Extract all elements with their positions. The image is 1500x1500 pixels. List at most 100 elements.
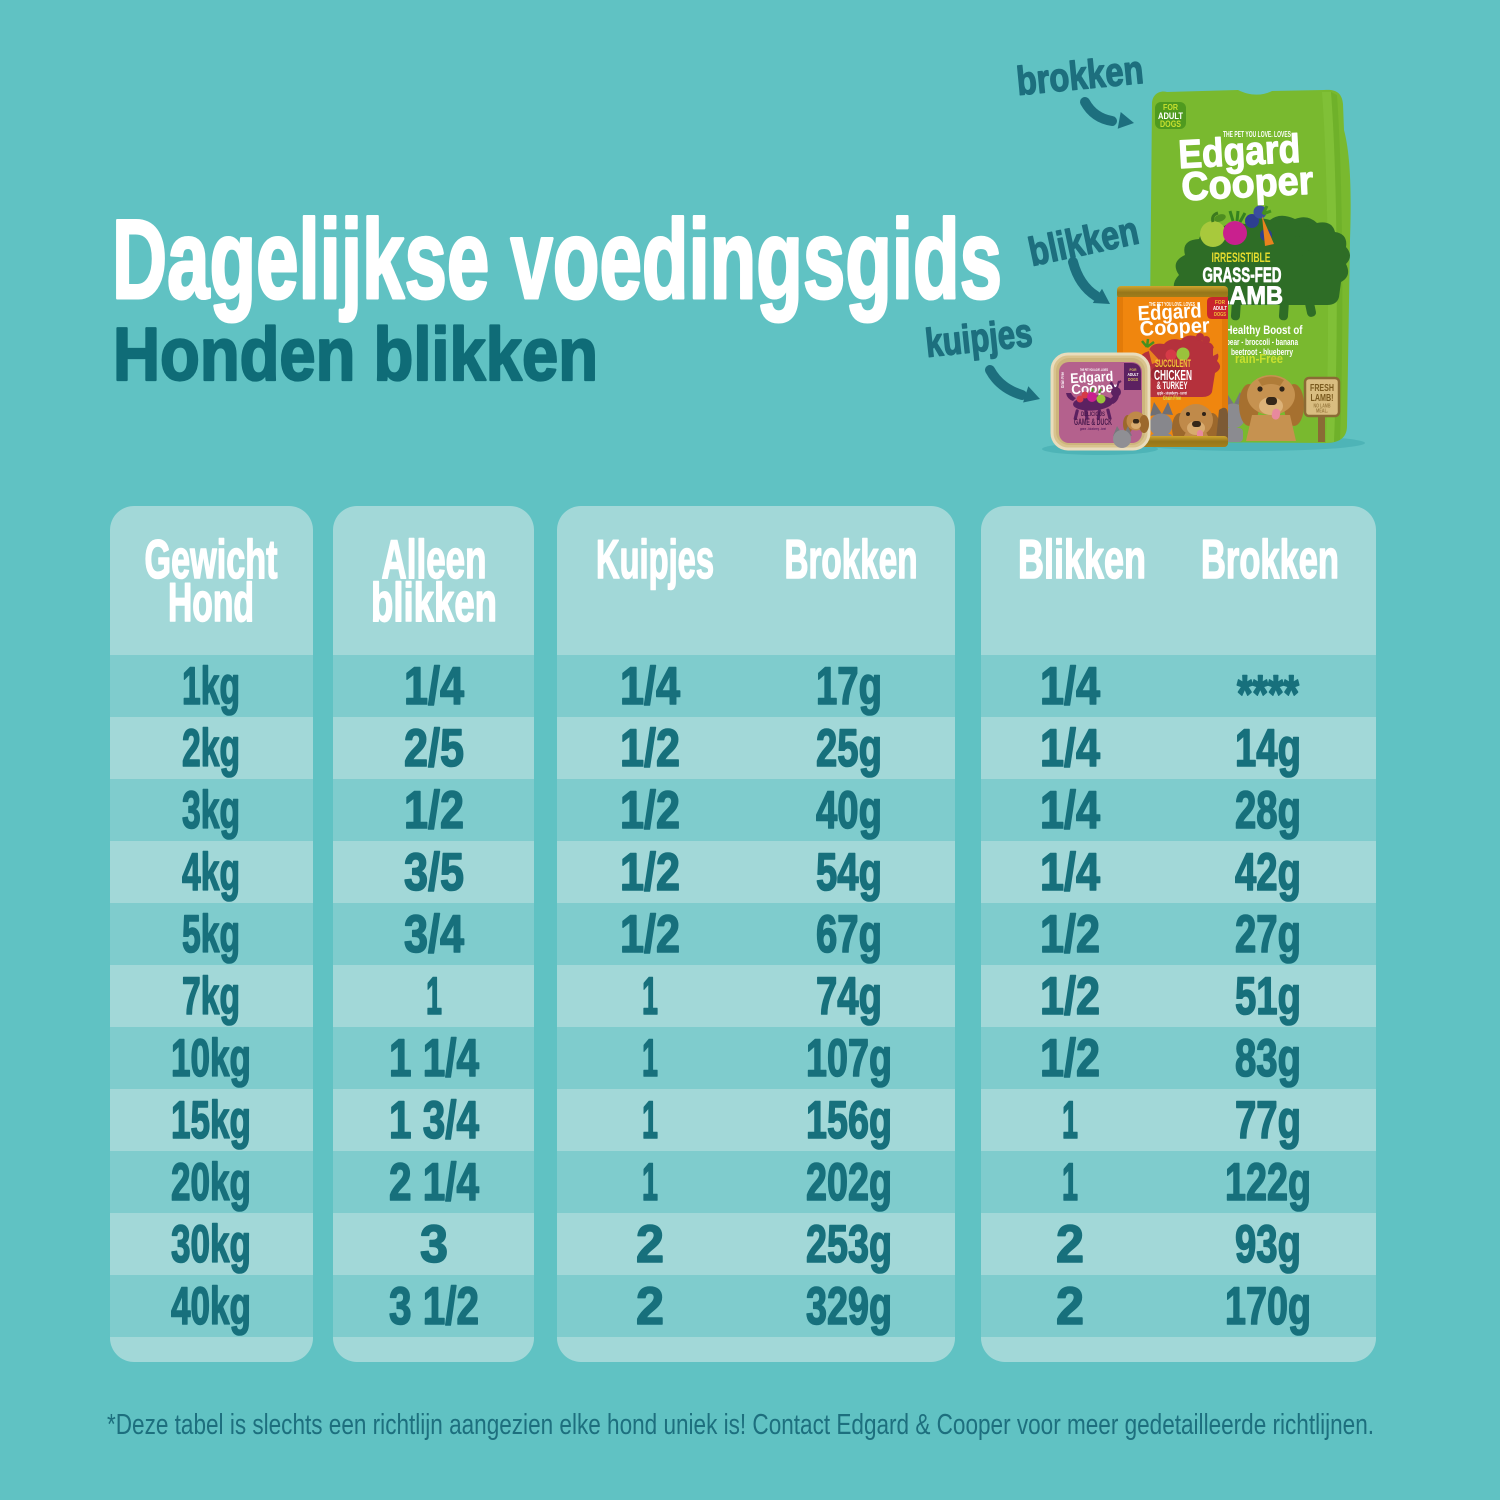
svg-text:93g: 93g — [1235, 1215, 1301, 1274]
svg-text:rain-Free: rain-Free — [1235, 351, 1283, 366]
svg-text:1/2: 1/2 — [1040, 967, 1100, 1026]
svg-text:1/2: 1/2 — [1040, 1029, 1100, 1088]
svg-text:107g: 107g — [806, 1029, 892, 1088]
svg-text:Edgard: Edgard — [1177, 127, 1301, 177]
svg-text:Hond: Hond — [168, 571, 254, 633]
svg-text:Brokken: Brokken — [785, 528, 918, 590]
svg-text:THE PET YOU LOVE. LOVES: THE PET YOU LOVE. LOVES — [1223, 130, 1291, 139]
svg-text:74g: 74g — [816, 967, 882, 1026]
svg-text:game - blueberry - beet: game - blueberry - beet — [1080, 426, 1106, 431]
svg-text:Brokken: Brokken — [1201, 528, 1339, 590]
svg-text:Healthy Boost of: Healthy Boost of — [1226, 323, 1304, 337]
svg-text:1/4: 1/4 — [1040, 657, 1100, 716]
svg-text:42g: 42g — [1235, 843, 1301, 902]
svg-text:Cooper: Cooper — [1180, 159, 1314, 210]
svg-text:77g: 77g — [1235, 1091, 1301, 1150]
svg-text:3/5: 3/5 — [404, 843, 464, 902]
svg-text:MEAL.: MEAL. — [1316, 409, 1328, 415]
svg-text:DOGS: DOGS — [1160, 119, 1181, 129]
svg-text:2 1/4: 2 1/4 — [389, 1153, 479, 1212]
svg-text:10kg: 10kg — [171, 1029, 251, 1088]
svg-text:54g: 54g — [816, 843, 882, 902]
svg-text:DOGS: DOGS — [1214, 312, 1226, 318]
svg-text:1: 1 — [642, 967, 658, 1026]
svg-text:1/2: 1/2 — [1040, 905, 1100, 964]
svg-text:156g: 156g — [806, 1091, 892, 1150]
svg-text:3: 3 — [420, 1215, 448, 1274]
svg-text:329g: 329g — [806, 1277, 892, 1336]
svg-text:Blikken: Blikken — [1018, 528, 1146, 590]
svg-text:1/4: 1/4 — [620, 657, 680, 716]
svg-text:THE PET YOU LOVE. LOVES: THE PET YOU LOVE. LOVES — [1149, 302, 1195, 308]
svg-text:Honden blikken: Honden blikken — [113, 312, 598, 396]
svg-text:GRASS-FED: GRASS-FED — [1203, 264, 1282, 287]
svg-text:Grain Free: Grain Free — [1163, 396, 1181, 402]
svg-text:2kg: 2kg — [182, 719, 240, 778]
svg-text:Dagelijkse voedingsgids: Dagelijkse voedingsgids — [112, 197, 1002, 322]
svg-text:FRESH: FRESH — [1310, 383, 1334, 394]
svg-text:Edgard: Edgard — [1137, 299, 1202, 325]
svg-text:3kg: 3kg — [182, 781, 240, 840]
svg-text:GAME & DUCK: GAME & DUCK — [1074, 417, 1112, 428]
svg-text:FOR: FOR — [1215, 300, 1225, 306]
svg-text:1: 1 — [426, 967, 442, 1026]
svg-text:1/4: 1/4 — [1040, 719, 1100, 778]
svg-text:Edgard: Edgard — [1070, 368, 1114, 386]
svg-text:& TURKEY: & TURKEY — [1157, 380, 1188, 392]
svg-text:83g: 83g — [1235, 1029, 1301, 1088]
svg-text:14g: 14g — [1235, 719, 1301, 778]
svg-text:*Deze tabel is slechts een ric: *Deze tabel is slechts een richtlijn aan… — [107, 1409, 1374, 1441]
svg-text:253g: 253g — [806, 1215, 892, 1274]
svg-text:1/2: 1/2 — [620, 843, 680, 902]
svg-text:2/5: 2/5 — [404, 719, 464, 778]
svg-text:5kg: 5kg — [182, 905, 240, 964]
svg-text:1/2: 1/2 — [620, 719, 680, 778]
svg-text:Grain Free: Grain Free — [1060, 372, 1065, 388]
svg-text:CHICKEN: CHICKEN — [1154, 367, 1192, 384]
svg-text:28g: 28g — [1235, 781, 1301, 840]
svg-text:NO LAMB: NO LAMB — [1314, 404, 1331, 410]
svg-text:3 1/2: 3 1/2 — [389, 1277, 479, 1336]
svg-text:apple - strawberry - carrot: apple - strawberry - carrot — [1157, 391, 1187, 396]
svg-text:20kg: 20kg — [171, 1153, 251, 1212]
svg-text:122g: 122g — [1225, 1153, 1311, 1212]
svg-text:1 1/4: 1 1/4 — [389, 1029, 479, 1088]
svg-text:67g: 67g — [816, 905, 882, 964]
svg-text:pear - broccoli - banana: pear - broccoli - banana — [1226, 337, 1299, 347]
svg-text:15kg: 15kg — [171, 1091, 251, 1150]
svg-text:ADULT: ADULT — [1128, 372, 1139, 377]
svg-text:1: 1 — [1062, 1091, 1078, 1150]
svg-text:51g: 51g — [1235, 967, 1301, 1026]
svg-text:LAMB!: LAMB! — [1311, 393, 1334, 404]
svg-text:2: 2 — [1056, 1215, 1084, 1274]
svg-text:SUCCULENT: SUCCULENT — [1155, 358, 1191, 370]
svg-text:Gewicht: Gewicht — [145, 528, 278, 590]
svg-text:THE PET YOU LOVE. LOVES: THE PET YOU LOVE. LOVES — [1080, 368, 1108, 372]
svg-text:1/2: 1/2 — [404, 781, 464, 840]
svg-text:3/4: 3/4 — [404, 905, 464, 964]
svg-text:beetroot - blueberry: beetroot - blueberry — [1231, 347, 1293, 357]
svg-text:Kuipjes: Kuipjes — [596, 528, 714, 590]
svg-text:Alleen: Alleen — [382, 528, 487, 590]
svg-text:1/2: 1/2 — [620, 905, 680, 964]
svg-text:17g: 17g — [816, 657, 882, 716]
svg-text:25g: 25g — [816, 719, 882, 778]
svg-text:FOR: FOR — [1163, 103, 1178, 112]
svg-text:FOR: FOR — [1130, 367, 1137, 372]
svg-text:170g: 170g — [1225, 1277, 1311, 1336]
svg-text:ADULT: ADULT — [1213, 306, 1227, 312]
svg-text:DELICIOUS: DELICIOUS — [1081, 412, 1105, 418]
svg-text:202g: 202g — [806, 1153, 892, 1212]
svg-text:27g: 27g — [1235, 905, 1301, 964]
svg-text:40kg: 40kg — [171, 1277, 251, 1336]
svg-text:2: 2 — [1056, 1277, 1084, 1336]
svg-text:1/2: 1/2 — [620, 781, 680, 840]
svg-text:1: 1 — [1062, 1153, 1078, 1212]
svg-text:1 3/4: 1 3/4 — [389, 1091, 479, 1150]
svg-text:blikken: blikken — [371, 571, 497, 633]
svg-text:DOGS: DOGS — [1128, 377, 1138, 382]
svg-text:1: 1 — [642, 1029, 658, 1088]
svg-text:2: 2 — [636, 1277, 664, 1336]
svg-text:****: **** — [1237, 665, 1299, 724]
svg-text:1/4: 1/4 — [404, 657, 464, 716]
